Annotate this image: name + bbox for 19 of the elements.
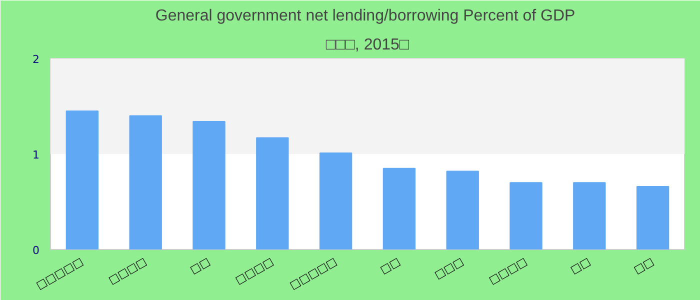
bar (256, 137, 289, 250)
bar (129, 115, 162, 250)
chart-title: General government net lending/borrowing Percent of GDP (155, 8, 576, 24)
bar (446, 170, 479, 250)
x-tick-label: □□ (378, 254, 402, 276)
y-tick-label: 0 (32, 244, 40, 257)
bar (510, 182, 542, 250)
bar (192, 121, 226, 250)
x-tick-label: □□ (568, 254, 593, 276)
bar (573, 182, 606, 250)
x-tick-label: □□ (632, 254, 656, 276)
x-tick-label: □□ (188, 254, 212, 276)
y-tick-label: 1 (32, 148, 40, 162)
chart-subtitle: □□□, 2015□ (326, 36, 410, 54)
bar (66, 110, 99, 250)
y-tick-label: 2 (32, 53, 40, 66)
bar (382, 168, 416, 250)
bar (636, 186, 670, 250)
bar (319, 152, 352, 250)
